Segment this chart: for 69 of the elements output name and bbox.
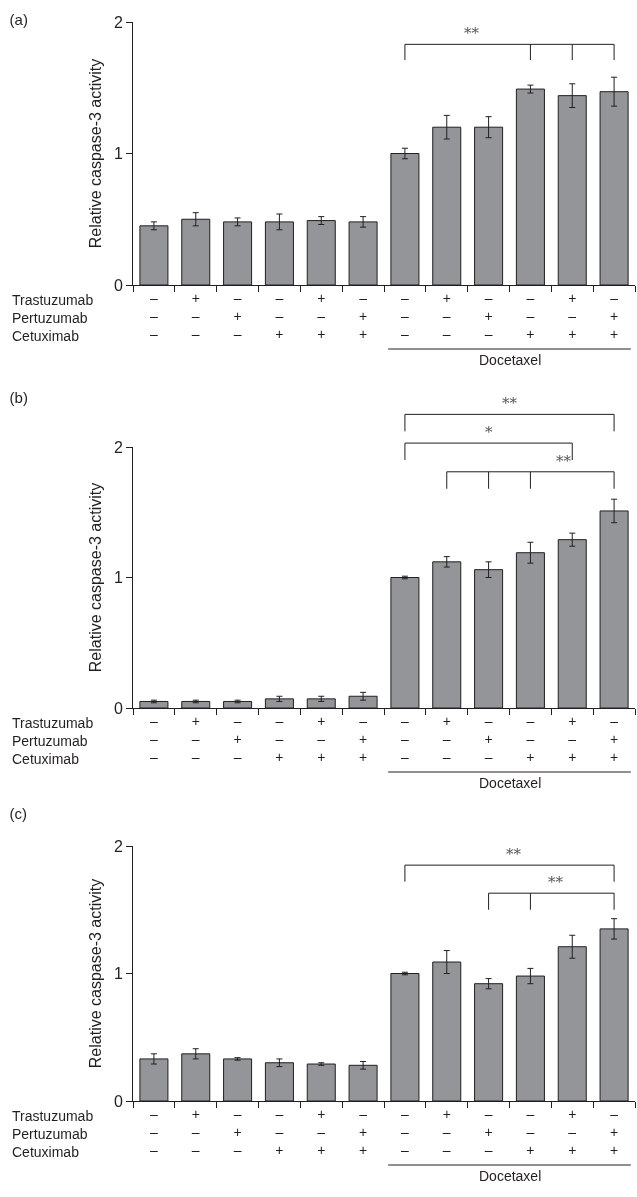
text: **	[502, 394, 518, 412]
x-tick-label: – – +	[526, 712, 535, 766]
x-tick-label: + – +	[317, 1105, 326, 1159]
x-tick-label: – + –	[233, 1105, 242, 1159]
y-axis-title: Relative caspase-3 activity	[86, 482, 104, 673]
y-tick-label: 1	[113, 965, 123, 983]
x-tick-label: – – +	[275, 289, 284, 343]
chart-title: (a)	[9, 10, 28, 28]
text: Cetuximab	[12, 1144, 80, 1160]
text: Docetaxel	[479, 352, 542, 368]
text: Cetuximab	[12, 328, 80, 344]
x-tick-label: + – –	[442, 1105, 451, 1159]
x-tick-label: + – +	[317, 289, 326, 343]
x-tick-label: – + +	[609, 1105, 619, 1159]
x-tick-label: – + +	[609, 289, 619, 343]
y-tick-label: 1	[113, 145, 123, 163]
x-tick-label: – – –	[150, 1105, 159, 1159]
y-tick-label: 2	[113, 438, 123, 456]
text: Docetaxel	[479, 1168, 542, 1184]
x-tick-label: + – +	[568, 289, 577, 343]
chart-title: (c)	[9, 804, 28, 822]
y-tick-label: 2	[113, 13, 123, 31]
x-tick-label: – + –	[484, 712, 493, 766]
x-tick-label: + – –	[442, 712, 451, 766]
x-tick-label: – + +	[609, 712, 619, 766]
x-tick-label: – – +	[526, 1105, 535, 1159]
text: Pertuzumab	[12, 733, 88, 749]
x-tick-label: + – –	[191, 712, 200, 766]
x-tick-label: + – –	[442, 289, 451, 343]
x-tick-label: + – +	[568, 1105, 577, 1159]
x-tick-label: – – –	[401, 712, 410, 766]
x-tick-label: + – –	[191, 1105, 200, 1159]
annotation: **	[556, 452, 572, 470]
text: Pertuzumab	[12, 310, 88, 326]
x-tick-label: – – +	[526, 289, 535, 343]
y-axis-title: Relative caspase-3 activity	[86, 58, 104, 249]
text: Trastuzumab	[12, 715, 94, 731]
annotation: **	[548, 873, 564, 891]
text: Docetaxel	[479, 775, 542, 791]
y-axis-title: Relative caspase-3 activity	[86, 878, 104, 1069]
y-tick-label: 0	[113, 1092, 123, 1110]
x-tick-label: + – +	[568, 712, 577, 766]
x-tick-label: – – +	[275, 712, 284, 766]
text: Pertuzumab	[12, 1126, 88, 1142]
x-tick-label: – + –	[484, 1105, 493, 1159]
x-tick-label: – + –	[484, 289, 493, 343]
text: *	[485, 423, 493, 441]
x-tick-label: – + –	[233, 289, 242, 343]
y-tick-label: 0	[113, 276, 123, 294]
x-tick-label: – – –	[401, 1105, 410, 1159]
y-tick-label: 1	[113, 569, 123, 587]
text: Trastuzumab	[12, 1108, 94, 1124]
chart-title: (b)	[9, 388, 28, 406]
x-tick-label: – + +	[358, 712, 368, 766]
annotation: **	[506, 845, 522, 863]
y-tick-label: 2	[113, 837, 123, 855]
annotation: **	[464, 24, 480, 42]
x-tick-label: + – –	[191, 289, 200, 343]
y-tick-label: 0	[113, 699, 123, 717]
x-tick-label: – – –	[401, 289, 410, 343]
x-tick-label: – + +	[358, 1105, 368, 1159]
text: Trastuzumab	[12, 292, 94, 308]
x-tick-label: – – –	[150, 712, 159, 766]
x-tick-label: – + +	[358, 289, 368, 343]
x-tick-label: – – –	[150, 289, 159, 343]
x-tick-label: – + –	[233, 712, 242, 766]
x-tick-label: + – +	[317, 712, 326, 766]
text: Cetuximab	[12, 751, 80, 767]
x-tick-label: – – +	[275, 1105, 284, 1159]
